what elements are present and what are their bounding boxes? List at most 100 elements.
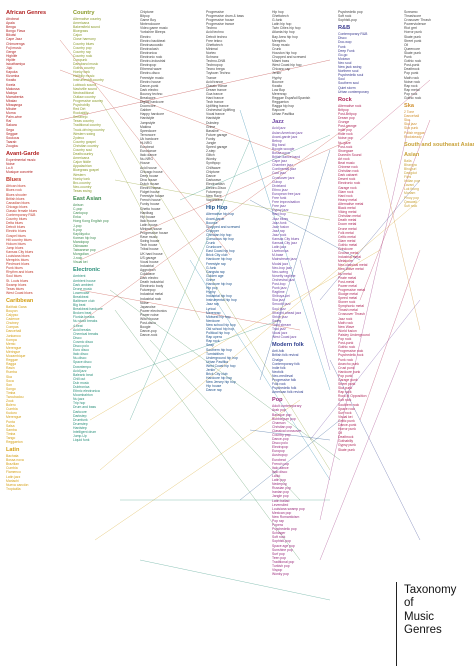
genre-item: Swamp blues <box>6 282 27 287</box>
genre-item: Latin pop <box>272 478 286 483</box>
genre-item: Heavy metal <box>338 197 357 202</box>
genre-item: Rumba <box>6 370 17 375</box>
genre-item: Ragtime <box>272 290 285 295</box>
genre-item: Glam metal <box>338 238 356 243</box>
genre-item: Grime <box>206 124 216 129</box>
genre-group-heading: Ska <box>404 103 414 110</box>
genre-item: Rapcore <box>272 108 285 113</box>
genre-item: Country gospel <box>73 139 96 144</box>
genre-item: Son <box>6 382 13 387</box>
genre-item: Noise pop <box>338 136 354 141</box>
genre-item: Glam rock <box>338 189 354 194</box>
genre-column-3: Chiptune Bitpop Game Boy Nintendocore Video … <box>140 10 206 341</box>
genre-item: Urban Pasifika <box>206 359 229 364</box>
genre-item: Kansas City blues <box>6 249 34 254</box>
genre-item: Surf pop <box>272 551 285 556</box>
genre-item: Christian hip hop <box>206 232 232 237</box>
genre-item: Avant-garde <box>206 216 225 221</box>
genre-item: Electropop <box>272 445 289 450</box>
genre-item: Seggae <box>6 131 18 136</box>
genre-item: Bhangra <box>404 162 417 167</box>
genre-item: Close harmony <box>73 37 96 42</box>
genre-item: Jazz rap <box>272 228 285 233</box>
genre-item: Kwaito <box>272 83 283 88</box>
genre-item: Progressive rock <box>338 349 364 354</box>
genre-item: Compas <box>6 325 19 330</box>
genre-item: Electroclash <box>140 46 159 51</box>
genre-item: Disco <box>73 335 82 340</box>
genre-item: Louisiana swamp pop <box>272 506 305 511</box>
genre-item: Grime <box>206 277 216 282</box>
genre-item: Tribal house <box>140 247 159 252</box>
genre-group: Caribbean Baithak Gana Bouyon Calypso Cadenc… <box>6 298 72 444</box>
genre-item: Technopop <box>206 63 223 68</box>
genre-item: Smooth jazz <box>272 302 291 307</box>
genre-item: Electro <box>140 34 151 39</box>
genre-item: Samba <box>6 427 17 432</box>
genre-item: Ethnic electronica <box>73 389 100 394</box>
genre-item: Instrumental country <box>73 78 104 83</box>
genre-item: Cowpunk <box>73 57 88 62</box>
genre-item: Cadence <box>6 317 20 322</box>
genre-item: Mbalax <box>6 98 17 103</box>
genre-item: Ska punk <box>404 126 419 131</box>
genre-item: Liquid funk <box>73 438 90 443</box>
genre-item: Chalga <box>272 357 283 362</box>
genre-item: Filmi <box>404 175 412 180</box>
genre-item: Skate punk <box>338 447 355 452</box>
genre-item: Motown <box>338 56 350 61</box>
genre-item: Electropop <box>140 63 157 68</box>
genre-item: Mainstream jazz <box>272 257 297 262</box>
genre-item: Grindcore <box>338 246 353 251</box>
genre-item: Ghettotech <box>206 42 223 47</box>
genre-item: M-base <box>272 253 284 258</box>
genre-group: Hip hop Ghettotech G-funk Latin hip hop Twin… <box>272 10 338 116</box>
genre-item: Soft rock <box>272 535 286 540</box>
genre-item: Speed metal <box>338 296 358 301</box>
genre-item: Experimental music <box>6 158 36 162</box>
genre-item: Italo house <box>140 218 157 223</box>
genre-item: Art rock <box>338 156 350 161</box>
genre-item: French house <box>140 198 161 203</box>
genre-item: Contemporary R&B <box>338 32 368 37</box>
genre-item: Vispop <box>272 568 283 573</box>
genre-item: Old school hip hop <box>206 327 235 332</box>
genre-group-heading: Caribbean <box>6 297 34 304</box>
genre-group-heading: Latin <box>6 447 20 454</box>
genre-item: West Coast hip hop <box>206 363 236 368</box>
genre-item: Punk jazz <box>272 286 287 291</box>
genre-item: Underground hip hop <box>206 355 238 360</box>
genre-item: Enka <box>73 215 81 220</box>
genre-item: US garage <box>140 255 157 260</box>
genre-item: Okinawan <box>73 243 89 248</box>
genre-item: Post-rock <box>338 144 353 149</box>
genre-item: Dance-pop <box>140 329 157 334</box>
genre-item: Dub music <box>73 380 90 385</box>
genre-item: St. Louis blues <box>6 278 29 283</box>
genre-item: Kompa <box>6 337 17 342</box>
genre-item: Texas swing <box>73 188 92 193</box>
genre-item: Apala <box>6 21 15 26</box>
genre-group-heading: R&B <box>338 25 351 32</box>
genre-item: Techno <box>206 26 217 31</box>
genre-item: Bouyon <box>6 309 18 313</box>
genre-item: Miami bass <box>272 59 290 64</box>
genre-item: Soft rock <box>338 398 352 403</box>
genre-item: Low Bop <box>272 87 286 92</box>
genre-item: Glitch <box>206 153 215 158</box>
genre-item: Truck-driving country <box>73 127 105 132</box>
genre-item: Post-punk <box>338 341 354 346</box>
genre-item: Freestyle music <box>140 75 164 80</box>
genre-item: Post-bop <box>272 282 286 286</box>
genre-item: Wonky <box>206 157 217 162</box>
genre-item: Wonky pop <box>272 572 289 577</box>
genre-item: Deep Funk <box>338 48 355 53</box>
genre-item: Tech house <box>140 243 158 248</box>
genre-item: Free jazz <box>272 204 286 209</box>
genre-item: Deep house <box>140 173 159 178</box>
genre-item: Industrial rock <box>140 296 162 301</box>
genre-item: Intelligent drum <box>73 430 97 434</box>
genre-item: Cosmic disco <box>73 339 94 344</box>
genre-item: Pop rap <box>272 518 284 523</box>
genre-group-heading: Avant-Garde <box>6 151 40 157</box>
